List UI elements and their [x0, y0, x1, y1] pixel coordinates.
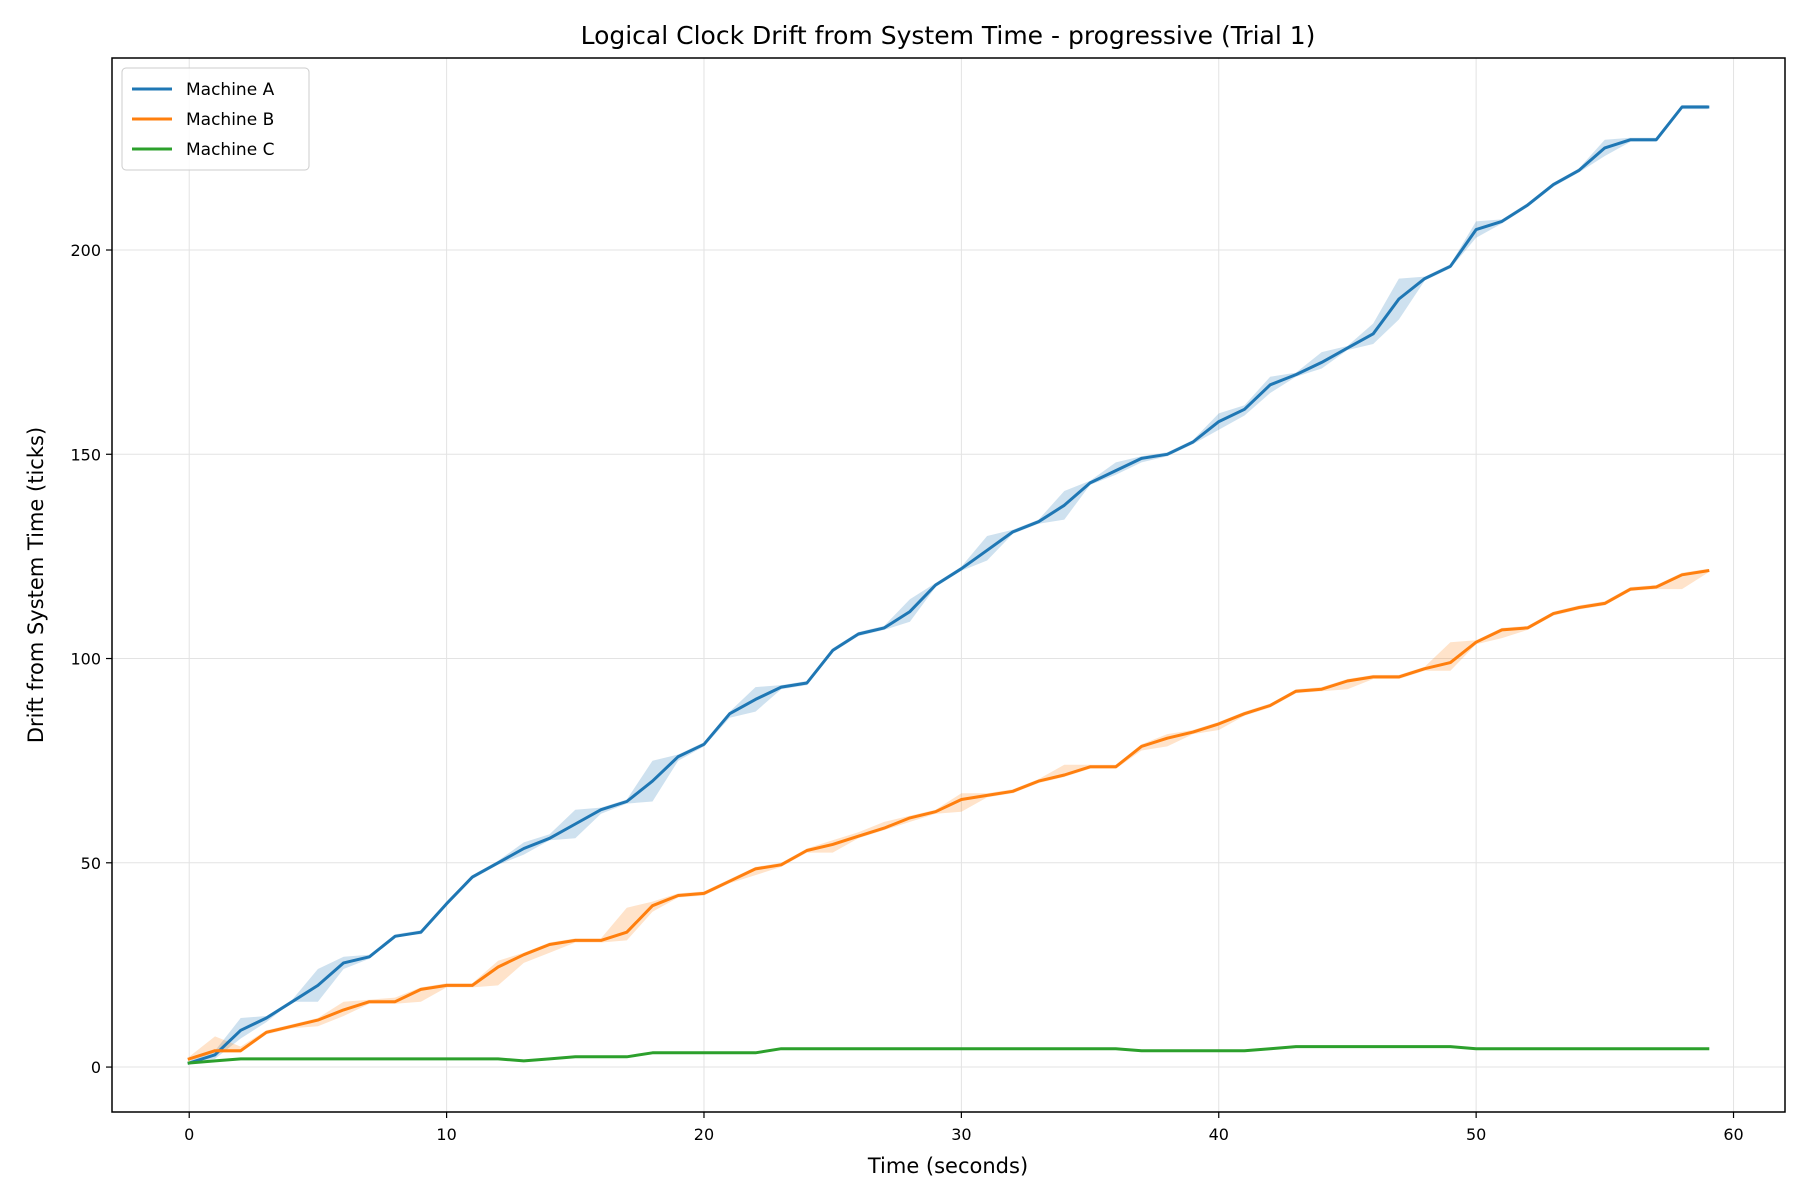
x-tick-label: 60	[1723, 1125, 1743, 1144]
y-axis-label: Drift from System Time (ticks)	[24, 427, 48, 743]
machine-a-line	[187, 105, 1710, 1065]
legend-box	[121, 67, 310, 171]
plot-frame	[111, 57, 1786, 1113]
legend: Machine A Machine B Machine C	[121, 67, 310, 171]
x-tick-label: 20	[694, 1125, 714, 1144]
x-tick-label: 0	[184, 1125, 194, 1144]
x-tick-label: 50	[1466, 1125, 1486, 1144]
y-tick-label: 200	[70, 241, 101, 260]
y-tick-label: 150	[70, 445, 101, 464]
grid	[112, 58, 1785, 1112]
x-tick-label: 40	[1209, 1125, 1229, 1144]
machine-a-band	[189, 105, 1708, 1063]
legend-label-machine-c: Machine C	[186, 140, 274, 160]
x-tick-label: 10	[436, 1125, 456, 1144]
legend-label-machine-a: Machine A	[186, 80, 275, 100]
chart-title: Logical Clock Drift from System Time - p…	[581, 21, 1316, 50]
y-tick-label: 0	[91, 1058, 101, 1077]
machine-c-line	[187, 1045, 1710, 1065]
axis-ticks: 0 10 20 30 40 50 60 0 50 100 150 200	[70, 241, 1743, 1144]
y-tick-label: 100	[70, 650, 101, 669]
machine-b-line	[187, 568, 1710, 1061]
x-tick-label: 30	[951, 1125, 971, 1144]
legend-label-machine-b: Machine B	[186, 110, 274, 130]
y-tick-label: 50	[81, 854, 101, 873]
x-axis-label: Time (seconds)	[867, 1154, 1028, 1178]
series-lines	[187, 105, 1710, 1065]
